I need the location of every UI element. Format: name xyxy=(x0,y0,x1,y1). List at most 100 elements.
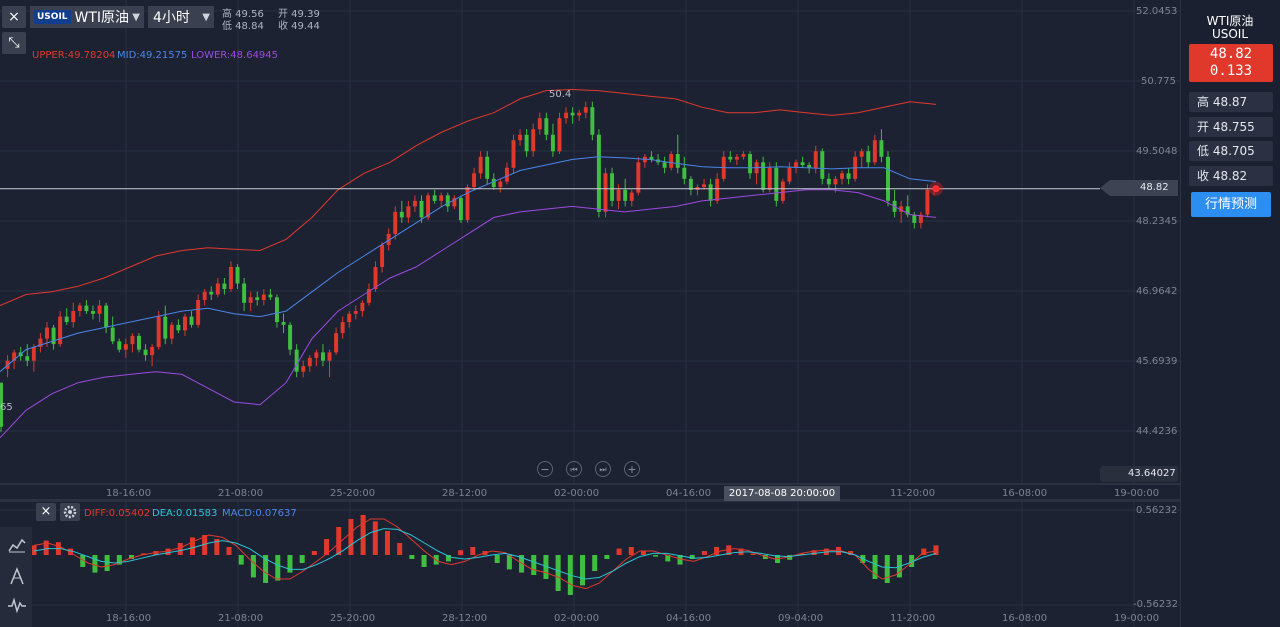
macd-bar xyxy=(409,555,415,559)
candle-body xyxy=(899,206,904,212)
candle-body xyxy=(780,181,785,201)
macd-time-tick: 16-08:00 xyxy=(1002,613,1048,624)
candle-body xyxy=(610,173,615,201)
macd-bar xyxy=(360,515,366,555)
macd-axis-bottom: -0.56232 xyxy=(1133,599,1178,610)
macd-bar xyxy=(189,537,195,555)
candle-body xyxy=(130,335,135,345)
candle-body xyxy=(77,305,82,312)
candle-body xyxy=(925,189,930,215)
macd-time-tick: 09-04:00 xyxy=(778,613,824,624)
next-button[interactable]: ⏭ xyxy=(595,461,611,477)
macd-bar xyxy=(726,545,732,555)
macd-bar xyxy=(506,555,512,570)
macd-bar xyxy=(104,555,110,571)
candle-body xyxy=(150,346,155,356)
candle-body xyxy=(91,311,95,314)
quote-close: 收 48.82 xyxy=(1189,166,1273,186)
candle-body xyxy=(886,156,890,201)
candle-body xyxy=(445,195,450,207)
quote-open: 开 48.755 xyxy=(1189,117,1273,137)
candle-body xyxy=(268,294,273,298)
prev-button[interactable]: ⏮ xyxy=(566,461,582,477)
candle-body xyxy=(807,165,812,168)
candle-body xyxy=(734,156,739,160)
ohlc-high: 高 49.56 xyxy=(222,9,264,20)
predict-button[interactable]: 行情预测 xyxy=(1191,192,1271,217)
candle-body xyxy=(472,173,477,188)
time-tick: 19-00:00 xyxy=(1114,488,1160,499)
candle-body xyxy=(340,322,345,334)
indicator-icon[interactable] xyxy=(6,596,28,616)
symbol-badge: USOIL xyxy=(34,10,71,24)
candle-body xyxy=(45,327,49,339)
period-select[interactable]: 4小时 ▼ xyxy=(148,6,214,28)
candle-body xyxy=(327,352,332,361)
chart-icon[interactable] xyxy=(6,536,28,556)
bollinger-mid-line xyxy=(0,156,937,373)
candle-body xyxy=(550,134,555,152)
macd-bar xyxy=(884,555,890,583)
candle-body xyxy=(294,349,299,372)
price-chart[interactable] xyxy=(0,0,1180,500)
macd-bar xyxy=(519,555,525,573)
candle-body xyxy=(38,338,43,347)
candle-body xyxy=(426,195,431,218)
candle-body xyxy=(879,140,884,157)
macd-bar xyxy=(214,539,220,555)
candle-body xyxy=(623,189,628,201)
macd-time-tick: 19-00:00 xyxy=(1114,613,1160,624)
candle-body xyxy=(596,134,601,212)
ohlc-low: 低 48.84 xyxy=(222,21,264,32)
macd-bar xyxy=(689,555,695,559)
quote-price: 48.82 xyxy=(1209,46,1253,62)
macd-diff-label: DIFF:0.05402 xyxy=(84,508,151,519)
candle-body xyxy=(485,156,490,179)
draw-icon[interactable] xyxy=(6,566,28,586)
macd-bar xyxy=(872,555,878,579)
candle-body xyxy=(465,187,470,221)
macd-diff-line xyxy=(33,518,937,590)
macd-bar xyxy=(470,547,476,555)
gear-icon[interactable] xyxy=(60,503,80,521)
candle-body xyxy=(537,118,542,130)
macd-bar xyxy=(762,555,768,559)
macd-time-tick: 28-12:00 xyxy=(442,613,488,624)
macd-close-button[interactable]: × xyxy=(36,503,56,521)
macd-chart[interactable] xyxy=(0,500,1180,627)
candle-body xyxy=(366,289,371,303)
macd-bar xyxy=(921,548,927,555)
candle-body xyxy=(557,118,562,152)
collapse-icon[interactable]: ⤡ xyxy=(2,32,26,54)
zoom-out-button[interactable]: − xyxy=(537,461,553,477)
symbol-select[interactable]: USOIL WTI原油 ▼ xyxy=(30,6,144,28)
candle-body xyxy=(458,198,463,221)
candle-body xyxy=(281,322,286,325)
candle-body xyxy=(25,356,30,361)
time-tick: 18-16:00 xyxy=(106,488,152,499)
candle-body xyxy=(84,305,89,312)
quote-change: 0.133 xyxy=(1209,63,1253,79)
candle-body xyxy=(334,333,339,353)
macd-time-tick: 18-16:00 xyxy=(106,613,152,624)
candle-body xyxy=(189,316,194,325)
macd-axis-top: 0.56232 xyxy=(1136,505,1178,516)
macd-bar xyxy=(275,555,281,581)
macd-bar xyxy=(811,550,817,555)
candle-body xyxy=(117,341,122,350)
boll-mid-label: MID:49.21575 xyxy=(117,50,188,61)
macd-bar xyxy=(616,548,622,555)
macd-dea-label: DEA:0.01583 xyxy=(152,508,218,519)
candle-body xyxy=(380,244,385,267)
candle-body xyxy=(156,316,161,347)
candle-body xyxy=(912,214,917,223)
macd-time-tick: 11-20:00 xyxy=(890,613,936,624)
close-button[interactable]: × xyxy=(2,6,26,28)
quote-price-box: 48.82 0.133 xyxy=(1189,44,1273,82)
macd-bar xyxy=(299,555,305,563)
candle-body xyxy=(826,178,831,185)
zoom-in-button[interactable]: + xyxy=(624,461,640,477)
candle-body xyxy=(794,162,798,168)
macd-time-tick: 21-08:00 xyxy=(218,613,264,624)
symbol-name: WTI原油 xyxy=(74,10,130,26)
